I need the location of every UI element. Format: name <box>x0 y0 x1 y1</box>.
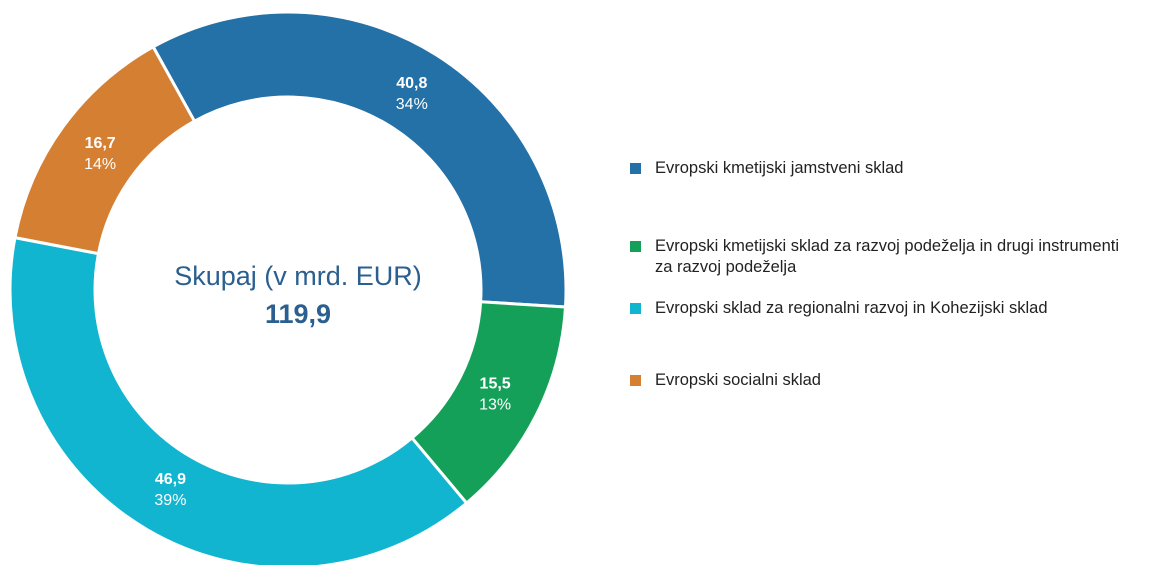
center-total: 119,9 <box>265 299 331 329</box>
value-label: 16,7 <box>85 135 116 152</box>
legend-item: Evropski kmetijski jamstveni sklad <box>630 158 1130 179</box>
center-label: Skupaj (v mrd. EUR) <box>174 261 422 291</box>
legend-label: Evropski socialni sklad <box>655 371 821 389</box>
legend-swatch <box>630 303 641 314</box>
percent-label: 14% <box>84 156 116 173</box>
legend-swatch <box>630 163 641 174</box>
donut-slice <box>151 10 568 309</box>
percent-label: 13% <box>479 397 511 414</box>
legend-swatch <box>630 241 641 252</box>
value-label: 40,8 <box>396 75 427 92</box>
percent-label: 34% <box>396 96 428 113</box>
legend-label: Evropski kmetijski jamstveni sklad <box>655 159 904 177</box>
percent-label: 39% <box>154 492 186 509</box>
donut-slice <box>13 44 197 256</box>
value-label: 46,9 <box>155 471 186 488</box>
legend-item: Evropski sklad za regionalni razvoj in K… <box>630 298 1130 319</box>
value-label: 15,5 <box>480 376 511 393</box>
legend-item: Evropski socialni sklad <box>630 370 1130 391</box>
donut-slice <box>8 235 469 565</box>
legend-item: Evropski kmetijski sklad za razvoj podež… <box>630 236 1130 278</box>
legend-swatch <box>630 375 641 386</box>
legend-label: Evropski sklad za regionalni razvoj in K… <box>655 299 1048 317</box>
legend-label: Evropski kmetijski sklad za razvoj podež… <box>655 237 1120 276</box>
